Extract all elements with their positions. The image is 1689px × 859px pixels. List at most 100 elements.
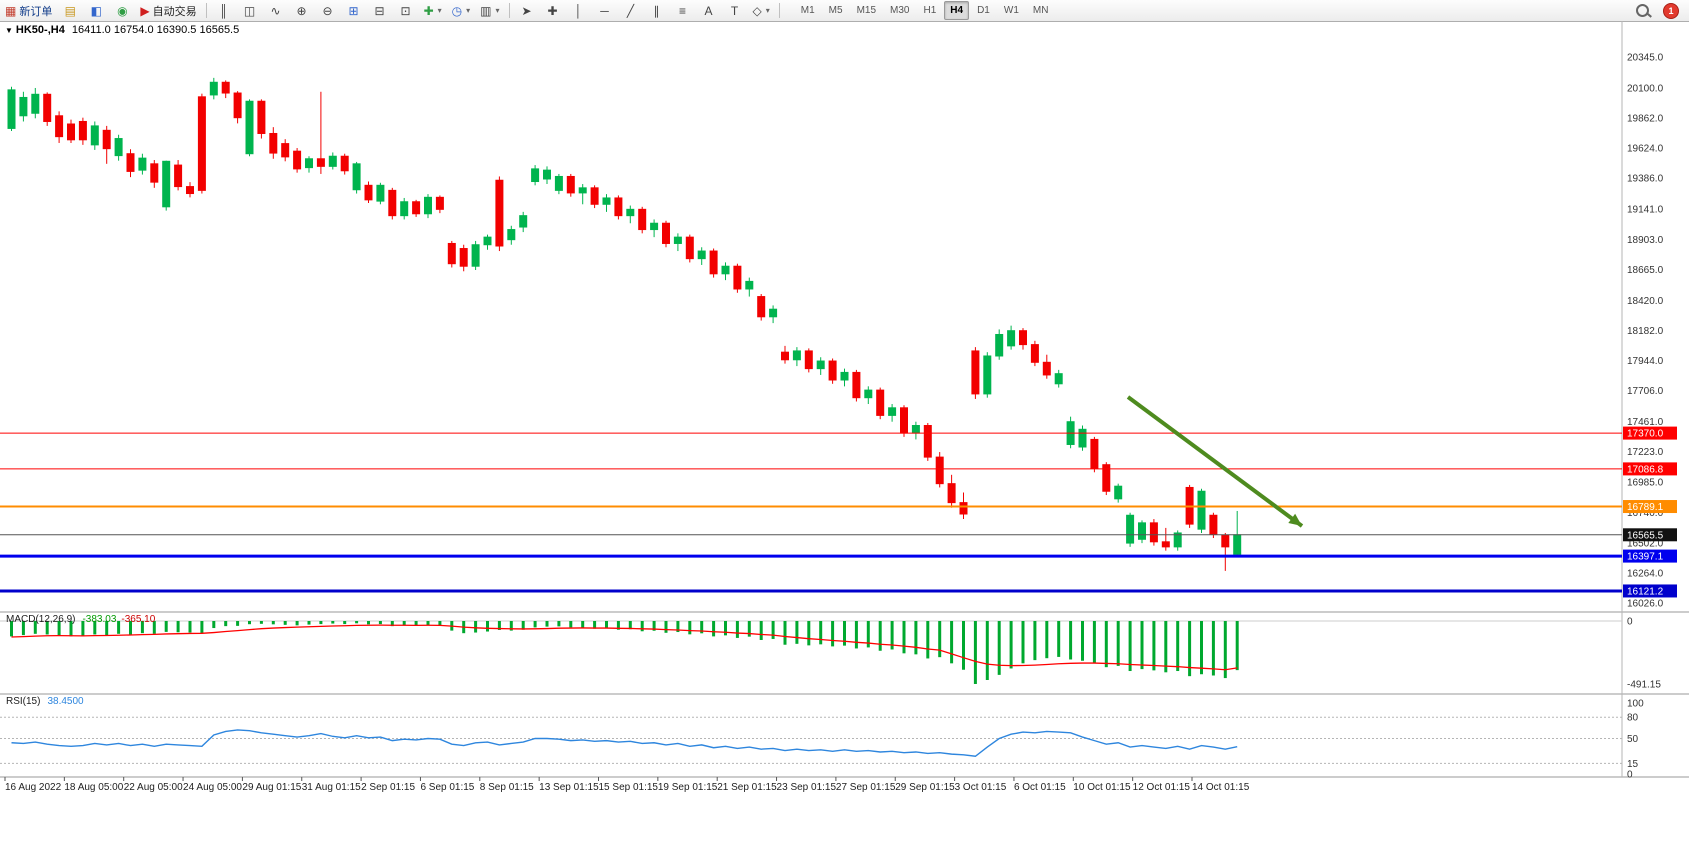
vertical-line-button[interactable]: │ [567,1,591,21]
svg-text:17706.0: 17706.0 [1627,386,1664,397]
price-tag-16565.5: 16565.5 [1623,528,1677,541]
svg-text:17086.8: 17086.8 [1627,464,1664,475]
toolbar-separator [778,3,780,18]
svg-text:16121.2: 16121.2 [1627,586,1664,597]
svg-text:-491.15: -491.15 [1627,680,1661,691]
svg-text:6 Oct 01:15: 6 Oct 01:15 [1014,782,1066,793]
ea-navigator-icon: ◉ [117,3,128,18]
rsi-value: 38.4500 [47,696,84,707]
shapes-button[interactable]: ◇ ▾ [749,1,774,21]
svg-text:19141.0: 19141.0 [1627,205,1664,216]
timeframe-m15-button[interactable]: M15 [856,5,877,16]
chart-title: ▼ HK50-,H4 16411.0 16754.0 16390.5 16565.5 [5,24,239,36]
svg-text:3 Oct 01:15: 3 Oct 01:15 [955,782,1007,793]
macd-value: -383.03 [82,614,117,625]
templates-button[interactable]: ▥ ▾ [476,1,503,21]
tile-windows-button[interactable]: ⊞ [342,1,366,21]
autotrading-button-label: 自动交易 [152,5,197,18]
macd-axis: 0 -491.15 [1627,617,1661,691]
price-tag-16789.1: 16789.1 [1623,500,1677,514]
svg-text:15 Sep 01:15: 15 Sep 01:15 [599,782,659,793]
search-button[interactable] [1630,1,1654,21]
horizontal-line-button[interactable]: ─ [593,1,617,21]
svg-text:10 Oct 01:15: 10 Oct 01:15 [1073,782,1131,793]
svg-text:12 Oct 01:15: 12 Oct 01:15 [1133,782,1191,793]
zoom-out-icon: ⊖ [322,3,333,18]
candlestick-chart-type-icon: ◫ [243,3,256,18]
svg-text:31 Aug 01:15: 31 Aug 01:15 [302,782,361,793]
notification-badge[interactable]: 1 [1663,2,1679,19]
svg-text:18665.0: 18665.0 [1627,265,1664,276]
svg-text:16740.0: 16740.0 [1627,508,1664,519]
svg-text:8 Sep 01:15: 8 Sep 01:15 [480,782,534,793]
price-tag-16397.1: 16397.1 [1623,549,1677,563]
price-tag-17086.8: 17086.8 [1623,462,1677,476]
chart-shift-button[interactable]: ⊡ [394,1,418,21]
crosshair-icon: ✚ [547,3,558,18]
channel-button[interactable]: ∥ [645,1,669,21]
timeframe-h4-button[interactable]: H4 [944,1,970,20]
timeframe-m1-button[interactable]: M1 [800,5,815,16]
search-icon [1635,4,1649,17]
svg-text:0: 0 [1627,617,1633,628]
timeframe-w1-button[interactable]: W1 [1003,5,1019,16]
auto-arrange-button[interactable]: ⊟ [368,1,392,21]
timeframe-toolbar: M1 M5 M15 M30 H1 H4 D1 W1 MN [794,0,1056,21]
toolbar-right-group: 1 [1629,1,1689,21]
candlestick-chart-type-button[interactable]: ◫ [238,1,262,21]
svg-text:16264.0: 16264.0 [1627,568,1664,579]
fibonacci-button[interactable]: ≡ [671,1,695,21]
chart-canvas[interactable]: 20345.0 20100.0 19862.0 19624.0 19386.0 19141… [0,21,1689,859]
autotrading-button[interactable]: ▶ 自动交易 [136,1,200,21]
vertical-line-icon: │ [574,3,583,18]
trendline-button[interactable]: ╱ [619,1,643,21]
rsi-indicator-label: RSI(15) 38.4500 [6,696,84,707]
rsi-line [11,729,1238,757]
timeframe-mn-button[interactable]: MN [1032,5,1049,16]
charts-library-button[interactable]: ▤ [58,1,82,21]
shapes-icon: ◇ [752,3,762,18]
toolbar: ▦ 新订单 ▤ ◧ ◉ ▶ 自动交易 ║ ◫ ∿ ⊕ ⊖ ⊞ ⊟ ⊡ ✚ ▾ ◷ ▾ ▥ ▾ ➤ ✚ │ ─ ╱ ∥ ≡ A T ◇ ▾ M1… [0,0,1689,22]
macd-histogram [10,621,1239,684]
svg-text:16 Aug 2022: 16 Aug 2022 [5,782,62,793]
svg-text:20100.0: 20100.0 [1627,83,1664,94]
svg-text:23 Sep 01:15: 23 Sep 01:15 [777,782,837,793]
label-button[interactable]: T [723,1,747,21]
trend-arrow-annotation[interactable] [1126,395,1304,528]
svg-text:100: 100 [1627,699,1644,710]
svg-text:16397.1: 16397.1 [1627,552,1664,563]
timeframe-m5-button[interactable]: M5 [828,5,843,16]
market-watch-button[interactable]: ◧ [84,1,108,21]
svg-text:13 Sep 01:15: 13 Sep 01:15 [539,782,599,793]
new-chart-button[interactable]: ✚ ▾ [420,1,446,21]
price-axis: 20345.0 20100.0 19862.0 19624.0 19386.0 19141… [1627,53,1664,610]
bar-chart-type-button[interactable]: ║ [212,1,236,21]
text-icon: A [704,3,713,18]
svg-text:27 Sep 01:15: 27 Sep 01:15 [836,782,896,793]
collapse-triangle-icon[interactable]: ▼ [5,26,13,35]
zoom-out-button[interactable]: ⊖ [316,1,340,21]
svg-text:18903.0: 18903.0 [1627,235,1664,246]
crosshair-button[interactable]: ✚ [541,1,565,21]
svg-text:80: 80 [1627,713,1639,724]
macd-signal-line [11,624,1238,671]
horizontal-line-icon: ─ [600,3,609,18]
timeframe-d1-button[interactable]: D1 [977,5,990,16]
svg-text:29 Aug 01:15: 29 Aug 01:15 [242,782,301,793]
time-axis: 16 Aug 2022 18 Aug 05:00 22 Aug 05:00 24 Au… [4,777,1250,793]
autotrading-icon: ▶ [140,3,150,18]
svg-text:14 Oct 01:15: 14 Oct 01:15 [1192,782,1250,793]
zoom-in-button[interactable]: ⊕ [290,1,314,21]
timeframe-h1-button[interactable]: H1 [923,5,937,16]
cursor-button[interactable]: ➤ [515,1,539,21]
new-order-button[interactable]: ▦ 新订单 [1,1,56,21]
svg-text:16985.0: 16985.0 [1627,477,1664,488]
line-chart-type-button[interactable]: ∿ [264,1,288,21]
svg-text:19 Sep 01:15: 19 Sep 01:15 [658,782,718,793]
text-button[interactable]: A [697,1,721,21]
timeframe-m30-button[interactable]: M30 [890,5,910,16]
svg-text:17461.0: 17461.0 [1627,417,1664,428]
new-order-icon: ▦ [5,3,17,18]
ea-navigator-button[interactable]: ◉ [110,1,134,21]
periods-clock-button[interactable]: ◷ ▾ [448,1,475,21]
